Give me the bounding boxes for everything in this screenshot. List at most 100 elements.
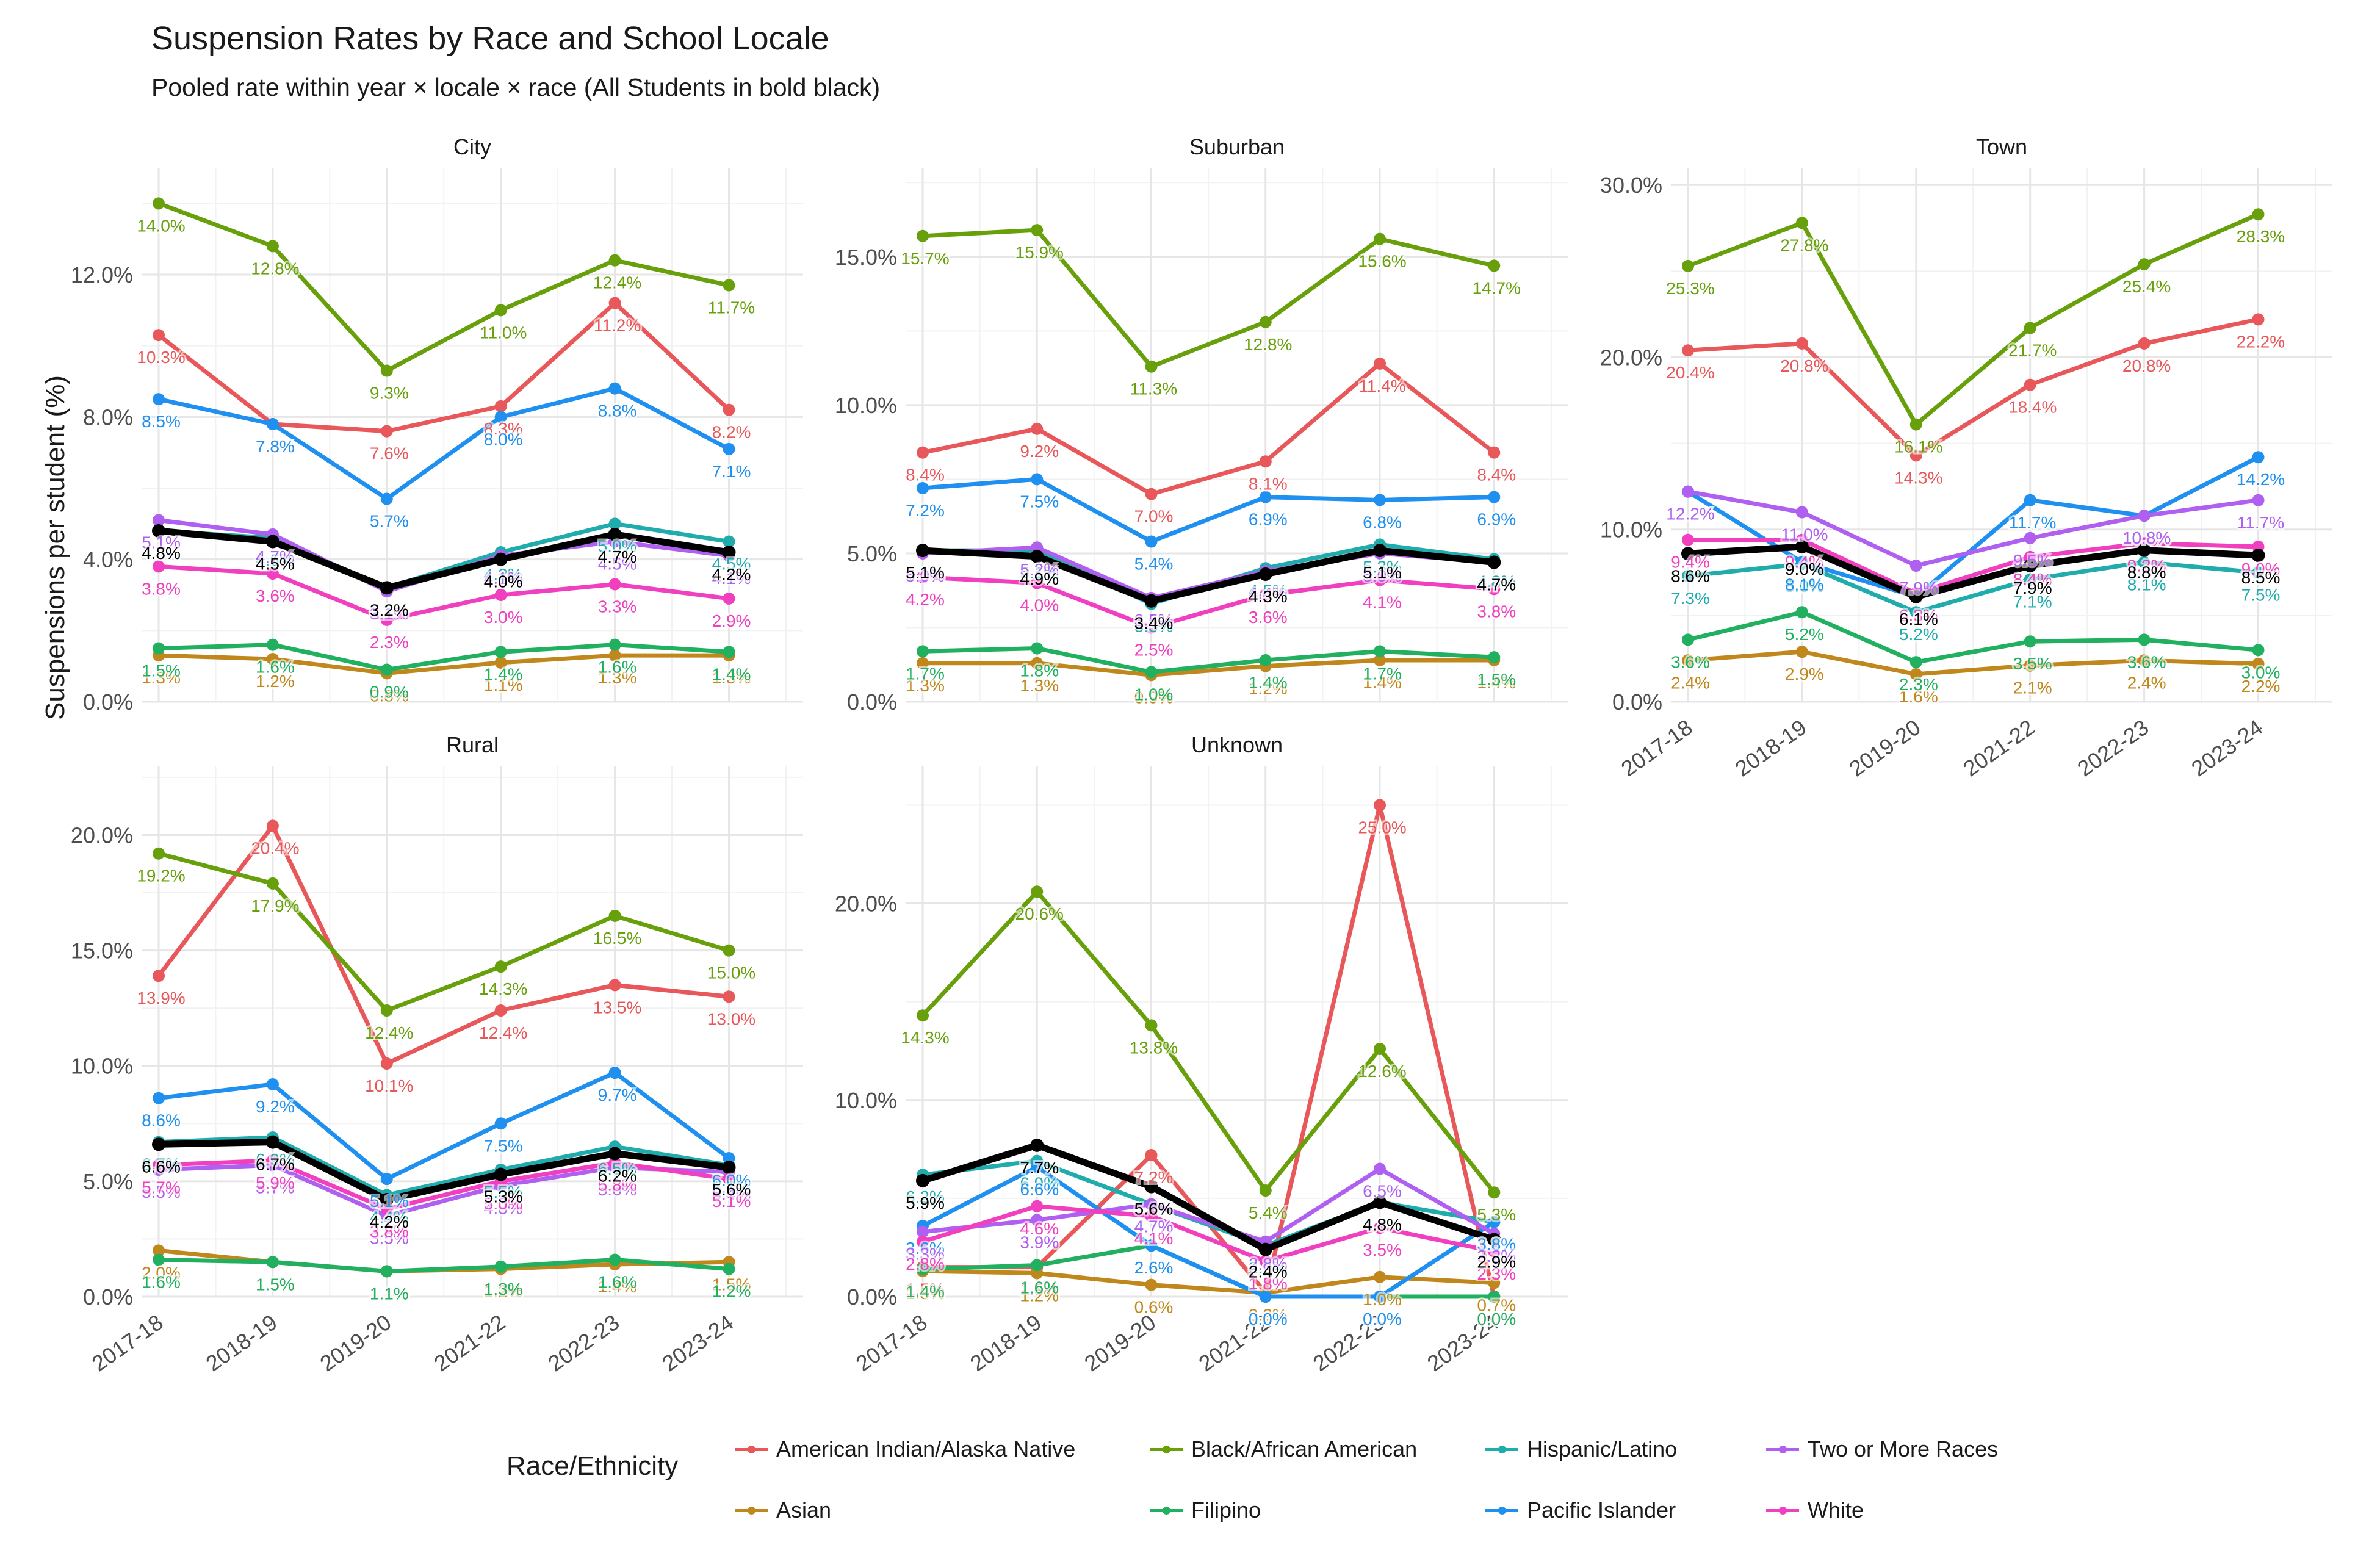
legend-label: Hispanic/Latino xyxy=(1527,1436,1678,1461)
data-point xyxy=(380,1193,394,1207)
data-point xyxy=(1031,224,1044,237)
series-line xyxy=(1686,649,2261,677)
series-line xyxy=(1686,560,2261,614)
data-label: 3.8% xyxy=(142,579,181,598)
data-label: 1.4% xyxy=(712,665,751,683)
legend-item-filipino: Filipino xyxy=(1147,1495,1261,1525)
data-label: 5.5% xyxy=(484,1183,523,1201)
data-point xyxy=(380,425,393,438)
data-label: 1.2% xyxy=(256,672,295,691)
data-point xyxy=(1258,1242,1272,1256)
series-asian xyxy=(1682,646,2265,680)
data-point xyxy=(2023,559,2037,573)
data-label: 0.0% xyxy=(1249,1309,1288,1328)
panel-city: 0.0% 4.0% 8.0% 12.0% City 10.3% 7.8% 7.6% 8.3% 11… xyxy=(71,134,803,715)
series-pacific-islander xyxy=(917,1161,1501,1303)
data-point xyxy=(1030,549,1044,563)
data-label: 1.5% xyxy=(1020,1280,1059,1299)
data-label: 11.0% xyxy=(480,323,527,342)
data-label: 1.5% xyxy=(712,1275,751,1294)
x-tick-label: 2018-19 xyxy=(965,1309,1046,1376)
labels-american-indian-alaska-native: 10.3% 7.8% 7.6% 8.3% 11.2% 8.2% xyxy=(135,314,752,465)
data-label: 7.2% xyxy=(906,501,945,520)
data-point xyxy=(266,1078,279,1090)
data-label: 5.1% xyxy=(1020,563,1059,582)
y-tick-label: 0.0% xyxy=(83,690,133,715)
data-label: 2.1% xyxy=(2013,679,2052,697)
data-label: 4.0% xyxy=(1020,596,1059,615)
series-line xyxy=(156,851,732,1013)
data-label: 2.4% xyxy=(1671,673,1710,692)
data-label: 1.5% xyxy=(906,1280,945,1299)
labels-two-or-more-races: 5.1%4.7%3.1%4.1%4.5%4.1% xyxy=(140,531,752,625)
data-point xyxy=(1487,1233,1501,1247)
series-line xyxy=(156,1158,732,1211)
data-point xyxy=(723,646,735,658)
data-label: 0.0% xyxy=(1477,1309,1516,1328)
data-point xyxy=(380,1173,393,1186)
y-tick-label: 10.0% xyxy=(1600,517,1662,542)
legend-key xyxy=(1147,1495,1185,1525)
x-tick-label: 2019-20 xyxy=(1845,715,1925,781)
data-point xyxy=(1488,491,1501,503)
data-label: 6.1% xyxy=(1899,610,1938,629)
data-point xyxy=(1145,1209,1158,1222)
data-point xyxy=(1145,621,1158,634)
data-point xyxy=(1682,569,1694,582)
data-label: 3.6% xyxy=(2127,652,2166,671)
data-label: 11.4% xyxy=(1358,376,1405,395)
data-label: 6.6% xyxy=(1020,1180,1059,1198)
data-label: 8.0% xyxy=(1785,577,1824,596)
data-point xyxy=(1682,654,1694,667)
data-label: 28.3% xyxy=(2237,227,2285,246)
data-point xyxy=(380,613,393,626)
data-point xyxy=(608,517,621,530)
data-point xyxy=(2138,258,2151,271)
legend-key xyxy=(1764,1434,1801,1464)
data-label: 16.5% xyxy=(593,929,641,948)
data-label: 4.8% xyxy=(1363,1215,1402,1234)
data-label: 3.2% xyxy=(370,600,409,619)
data-point xyxy=(608,527,622,541)
data-label: 5.2% xyxy=(1899,625,1938,644)
data-label: 12.4% xyxy=(365,1023,413,1042)
data-point xyxy=(152,1137,165,1151)
data-label: 10.1% xyxy=(365,1076,413,1095)
legend-item-two-or-more-races: Two or More Races xyxy=(1764,1434,1998,1464)
data-label: 7.9% xyxy=(1899,578,1938,597)
legend-label: Black/African American xyxy=(1191,1436,1418,1461)
data-label: 12.2% xyxy=(1666,505,1714,524)
series-black-african-american xyxy=(153,847,735,1017)
data-point xyxy=(1259,1184,1272,1197)
panel-title-rural: Rural xyxy=(446,732,499,757)
data-point xyxy=(2252,208,2265,221)
series-line xyxy=(1686,538,2261,596)
data-point xyxy=(1145,1149,1158,1161)
data-point xyxy=(1145,1019,1158,1032)
data-point xyxy=(153,329,165,342)
data-label: 3.3% xyxy=(598,597,637,616)
data-label: 0.8% xyxy=(370,686,409,705)
series-line xyxy=(920,228,1496,369)
data-point xyxy=(916,1173,929,1187)
data-point xyxy=(1374,1222,1387,1234)
data-point xyxy=(380,492,393,505)
data-label: 10.8% xyxy=(2122,528,2171,547)
data-point xyxy=(608,297,621,309)
y-tick-label: 20.0% xyxy=(71,823,133,848)
data-label: 10.3% xyxy=(137,348,185,367)
data-point xyxy=(1259,455,1272,468)
data-label: 14.3% xyxy=(479,979,527,998)
data-label: 7.5% xyxy=(484,1136,523,1155)
data-label: 4.0% xyxy=(484,572,523,591)
legend-item-hispanic-latino: Hispanic/Latino xyxy=(1483,1434,1677,1464)
data-label: 6.5% xyxy=(1363,1182,1402,1201)
data-label: 6.9% xyxy=(1477,510,1516,529)
data-point xyxy=(1909,606,1922,619)
data-point xyxy=(1031,1214,1044,1226)
data-point xyxy=(153,1253,165,1266)
y-tick-label: 15.0% xyxy=(71,938,133,963)
data-label: 22.2% xyxy=(2237,332,2285,351)
data-label: 6.9% xyxy=(1020,1174,1059,1193)
data-point xyxy=(608,1253,621,1266)
